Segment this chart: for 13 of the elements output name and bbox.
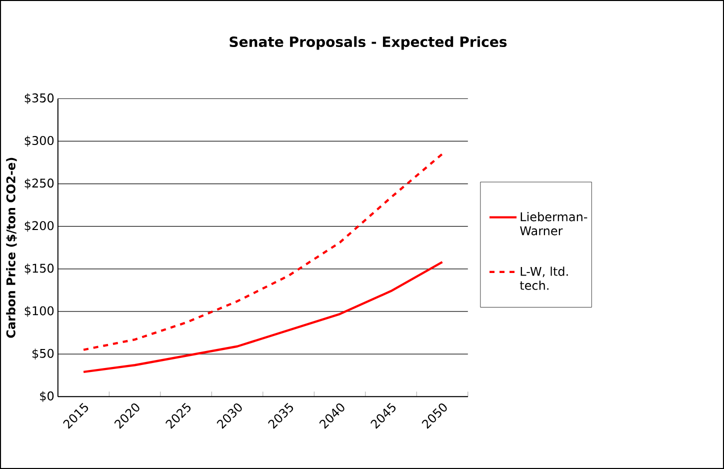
y-tick-label: $300 bbox=[24, 136, 54, 147]
legend-label: L-W, ltd. tech. bbox=[520, 266, 568, 290]
y-tick-label: $250 bbox=[24, 178, 54, 190]
y-tick-label: $200 bbox=[24, 220, 54, 232]
chart-title: Senate Proposals - Expected Prices bbox=[230, 36, 507, 50]
y-tick-label: $150 bbox=[24, 263, 54, 274]
line-series bbox=[82, 152, 444, 351]
y-tick-label: $50 bbox=[32, 348, 54, 360]
y-tick-label: $350 bbox=[24, 93, 54, 104]
y-tick-label: $100 bbox=[24, 306, 54, 317]
y-axis-title: Carbon Price ($/ton CO2-e) bbox=[6, 158, 17, 338]
legend-label: Lieberman-Warner bbox=[520, 212, 588, 236]
y-tick-label: $0 bbox=[40, 391, 54, 402]
